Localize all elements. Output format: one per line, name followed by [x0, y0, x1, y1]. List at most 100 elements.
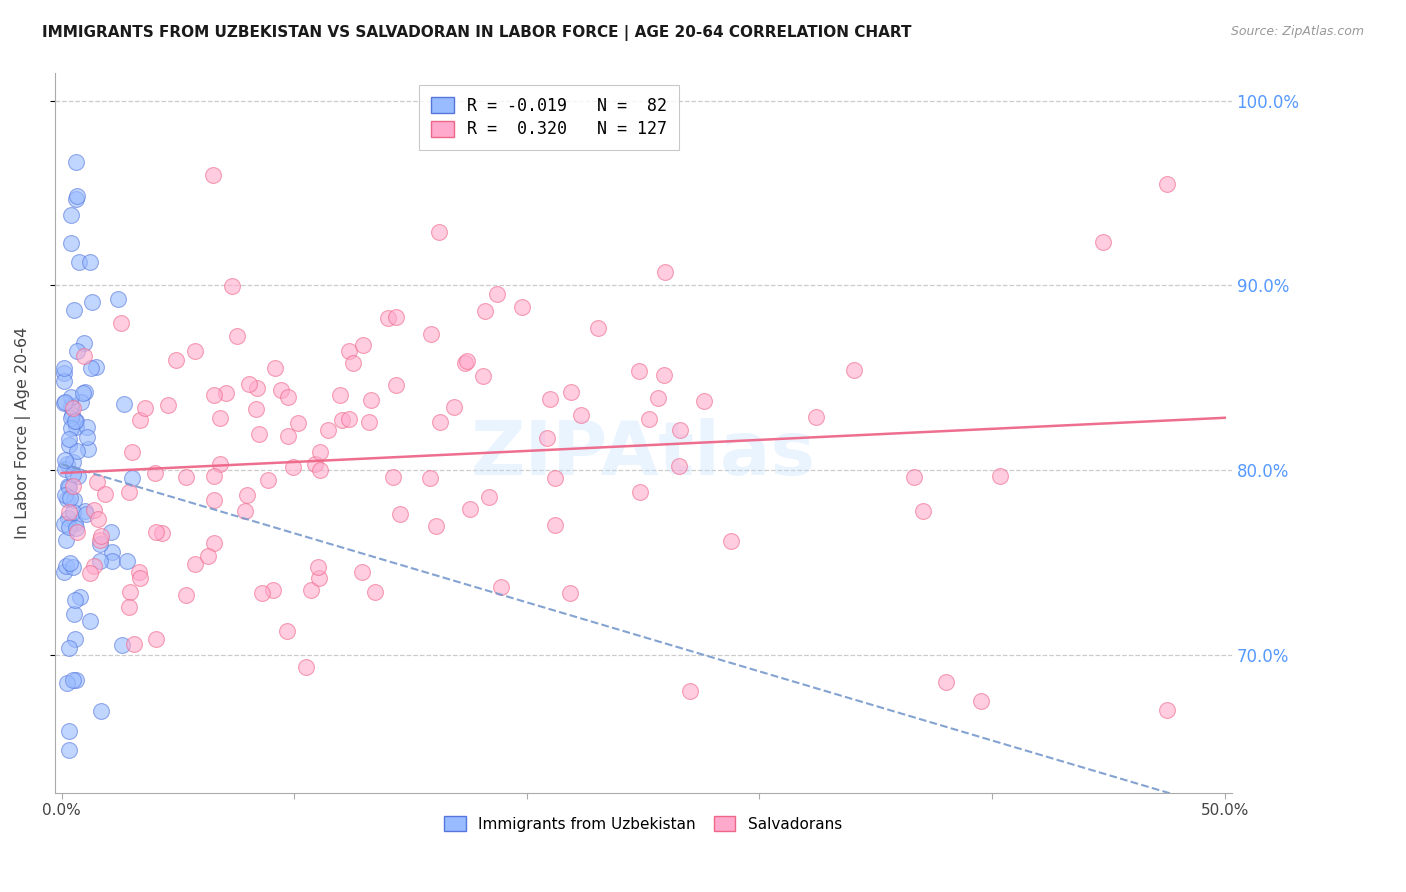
Point: [58, 432, 80, 446]
Point: [474, 304, 496, 318]
Legend: Immigrants from Uzbekistan, Salvadorans: Immigrants from Uzbekistan, Salvadorans: [437, 808, 849, 839]
Point: [100, 524, 122, 539]
Point: [145, 524, 167, 539]
Point: [245, 401, 267, 416]
Point: [83, 502, 105, 516]
Point: [209, 410, 232, 425]
Point: [536, 431, 558, 445]
Point: [382, 470, 405, 484]
Point: [58, 438, 80, 452]
Point: [87, 512, 110, 526]
Point: [669, 424, 692, 438]
Point: [277, 429, 299, 443]
Point: [1156, 177, 1178, 191]
Point: [202, 493, 225, 508]
Point: [101, 554, 124, 568]
Point: [112, 397, 135, 411]
Point: [58, 640, 80, 655]
Point: [101, 544, 124, 558]
Point: [77, 442, 100, 457]
Point: [238, 376, 260, 391]
Point: [364, 585, 387, 599]
Point: [342, 356, 364, 370]
Point: [79, 566, 101, 581]
Point: [52, 396, 75, 410]
Point: [53, 395, 76, 409]
Point: [988, 469, 1011, 483]
Point: [128, 565, 150, 579]
Point: [52, 374, 75, 388]
Point: [429, 415, 451, 429]
Point: [456, 353, 478, 368]
Point: [276, 624, 298, 639]
Point: [654, 265, 676, 279]
Point: [94, 487, 117, 501]
Point: [454, 356, 477, 370]
Point: [90, 529, 112, 543]
Point: [283, 460, 305, 475]
Point: [121, 471, 143, 485]
Point: [143, 466, 166, 480]
Point: [571, 408, 593, 422]
Point: [118, 484, 141, 499]
Point: [152, 526, 174, 541]
Point: [388, 508, 411, 522]
Point: [62, 673, 84, 688]
Point: [62, 401, 84, 415]
Point: [377, 311, 399, 326]
Point: [55, 559, 77, 574]
Point: [89, 537, 111, 551]
Point: [299, 583, 322, 598]
Point: [58, 724, 80, 739]
Point: [270, 383, 292, 397]
Point: [458, 502, 481, 516]
Point: [628, 485, 651, 500]
Point: [471, 368, 494, 383]
Point: [1091, 235, 1114, 250]
Point: [969, 694, 991, 708]
Point: [257, 473, 280, 487]
Point: [309, 463, 332, 477]
Point: [111, 638, 134, 652]
Point: [668, 459, 690, 474]
Point: [208, 457, 231, 471]
Point: [52, 367, 75, 381]
Point: [124, 637, 146, 651]
Point: [128, 571, 150, 585]
Point: [58, 742, 80, 756]
Point: [262, 583, 284, 598]
Point: [86, 475, 108, 490]
Point: [419, 470, 441, 484]
Point: [65, 419, 87, 434]
Point: [89, 533, 111, 547]
Text: ZIPAtlas: ZIPAtlas: [471, 418, 815, 491]
Point: [73, 504, 96, 518]
Point: [56, 675, 79, 690]
Point: [134, 401, 156, 415]
Point: [233, 504, 256, 518]
Point: [60, 408, 83, 422]
Point: [184, 343, 207, 358]
Point: [52, 517, 75, 532]
Point: [225, 328, 247, 343]
Point: [79, 255, 101, 269]
Point: [56, 479, 79, 493]
Point: [59, 556, 82, 570]
Point: [638, 412, 661, 426]
Point: [1156, 703, 1178, 717]
Point: [59, 421, 82, 435]
Point: [67, 469, 90, 483]
Point: [76, 420, 98, 434]
Point: [652, 368, 675, 382]
Point: [221, 278, 243, 293]
Point: [489, 580, 512, 594]
Point: [79, 360, 101, 375]
Point: [427, 225, 450, 239]
Point: [339, 412, 361, 426]
Point: [202, 536, 225, 550]
Point: [236, 487, 259, 501]
Point: [63, 593, 86, 607]
Point: [309, 445, 332, 459]
Point: [538, 392, 561, 406]
Point: [59, 491, 82, 505]
